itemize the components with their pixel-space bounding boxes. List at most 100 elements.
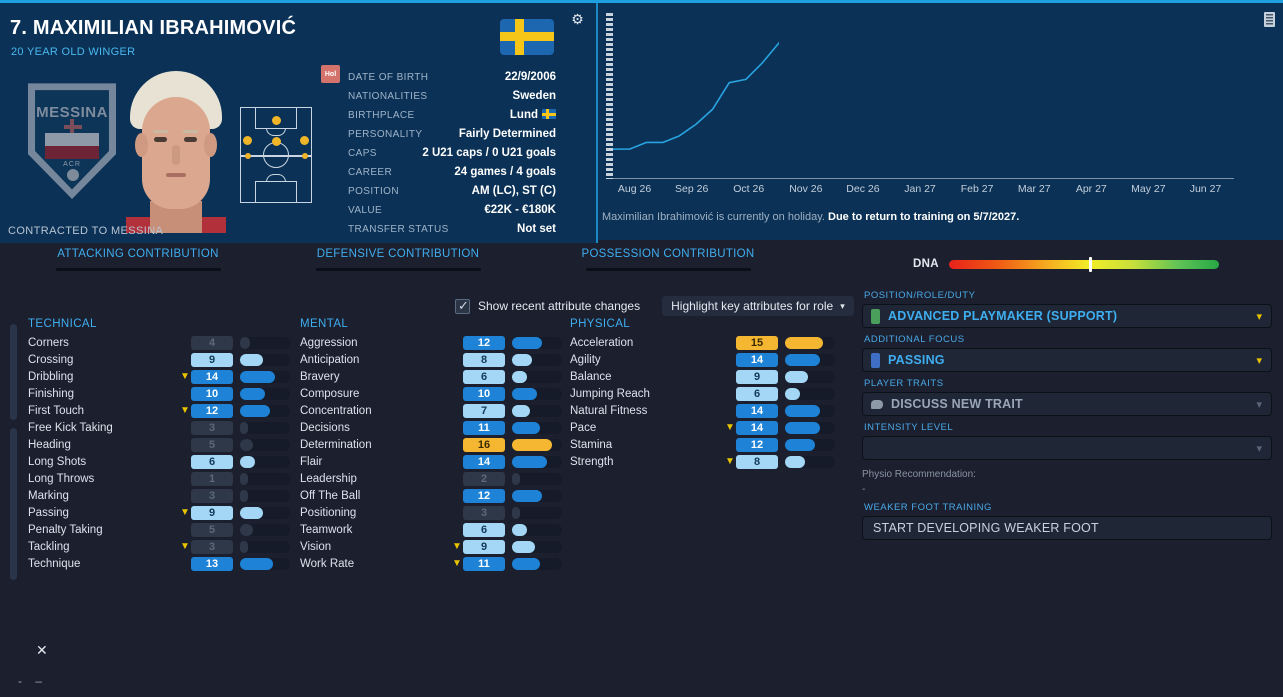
- attribute-bar-fill: [240, 336, 250, 349]
- pitch-position-am-c: [272, 137, 281, 146]
- close-icon[interactable]: ✕: [36, 642, 48, 658]
- attribute-bar-fill: [240, 421, 248, 434]
- attribute-bar-fill: [512, 370, 527, 383]
- attribute-value: 6: [463, 369, 505, 384]
- tab-defensive[interactable]: DEFENSIVE CONTRIBUTION: [300, 248, 496, 271]
- attribute-bar: [785, 438, 835, 451]
- attribute-bar-fill: [240, 540, 248, 553]
- attribute-name: Long Throws: [28, 472, 95, 485]
- tab-underline: [315, 268, 481, 271]
- tab-possession[interactable]: POSSESSION CONTRIBUTION: [570, 248, 766, 271]
- info-row: TRANSFER STATUS Not set: [348, 223, 556, 242]
- scrollbar-thumb-upper[interactable]: [10, 324, 17, 420]
- attribute-name: Technique: [28, 557, 81, 570]
- weaker-foot-training-button[interactable]: START DEVELOPING WEAKER FOOT: [862, 516, 1272, 540]
- attribute-bar: [785, 336, 835, 349]
- chart-x-tick: May 27: [1131, 183, 1166, 195]
- attribute-row: Free Kick Taking▼3: [28, 419, 290, 436]
- attribute-value: 2: [463, 471, 505, 486]
- chart-x-tick: Jan 27: [904, 183, 936, 195]
- attribute-value: 13: [191, 556, 233, 571]
- attribute-value: 14: [736, 403, 778, 418]
- attribute-row: Aggression▼12: [300, 334, 562, 351]
- show-recent-changes-checkbox[interactable]: [455, 298, 470, 314]
- tab-attacking[interactable]: ATTACKING CONTRIBUTION: [40, 248, 236, 271]
- position-pitch-diagram[interactable]: [240, 107, 312, 203]
- attribute-bar: [240, 421, 290, 434]
- list-icon[interactable]: [1264, 12, 1275, 27]
- attribute-value: 15: [736, 335, 778, 350]
- additional-focus-select[interactable]: PASSING ▾: [862, 348, 1272, 372]
- gear-icon[interactable]: ⚙: [571, 11, 584, 27]
- column-heading-technical: TECHNICAL: [28, 318, 97, 330]
- intensity-level-select[interactable]: ▾: [862, 436, 1272, 460]
- attribute-value: 3: [191, 539, 233, 554]
- attribute-value: 14: [736, 352, 778, 367]
- attribute-name: Positioning: [300, 506, 357, 519]
- attribute-name: Anticipation: [300, 353, 360, 366]
- player-photo-brow-left: [153, 130, 168, 133]
- club-crest[interactable]: MESSINA ACR: [22, 81, 122, 199]
- attribute-bar-fill: [512, 421, 540, 434]
- attribute-name: Heading: [28, 438, 71, 451]
- player-photo-eye-left: [154, 137, 167, 142]
- dna-bar[interactable]: [948, 256, 1219, 272]
- attribute-row: Technique▼13: [28, 555, 290, 572]
- attribute-name: Penalty Taking: [28, 523, 103, 536]
- attribute-value: 9: [736, 369, 778, 384]
- chart-x-tick: Sep 26: [675, 183, 709, 195]
- status-badge[interactable]: Hol: [321, 65, 340, 83]
- attribute-row: Dribbling ▼ 14: [28, 368, 290, 385]
- attribute-bar-fill: [785, 404, 820, 417]
- attribute-value: 11: [463, 420, 505, 435]
- attribute-bar-fill: [512, 523, 527, 536]
- attribute-value: 9: [191, 352, 233, 367]
- attribute-row: Agility▼14: [570, 351, 835, 368]
- attribute-value: 12: [191, 403, 233, 418]
- attribute-row: Passing ▼ 9: [28, 504, 290, 521]
- progress-chart[interactable]: Aug 26 Sep 26 Oct 26 Nov 26 Dec 26 Jan 27 Feb …: [598, 7, 1250, 219]
- attribute-bar-fill: [512, 404, 530, 417]
- attribute-value: 7: [463, 403, 505, 418]
- player-traits-select[interactable]: DISCUSS NEW TRAIT ▾: [862, 392, 1272, 416]
- highlight-role-value: Highlight key attributes for role: [671, 299, 834, 313]
- attribute-bar: [512, 421, 562, 434]
- attribute-bar-fill: [785, 370, 808, 383]
- crest-acr-label: ACR: [63, 161, 81, 169]
- attribute-bar-fill: [240, 489, 248, 502]
- highlight-role-select[interactable]: Highlight key attributes for role ▾: [662, 296, 854, 316]
- attribute-value: 1: [191, 471, 233, 486]
- attribute-bar-fill: [785, 455, 805, 468]
- attribute-row: Determination▼16: [300, 436, 562, 453]
- attribute-row: Heading▼5: [28, 436, 290, 453]
- page-title: 7. MAXIMILIAN IBRAHIMOVIĆ: [10, 17, 297, 39]
- attribute-bar: [240, 370, 290, 383]
- attribute-value: 16: [463, 437, 505, 452]
- attribute-row: Long Shots▼6: [28, 453, 290, 470]
- pitch-arc-top: [266, 127, 286, 137]
- info-row: CAPS 2 U21 caps / 0 U21 goals: [348, 147, 556, 166]
- attribute-bar: [785, 455, 835, 468]
- attribute-bar: [240, 540, 290, 553]
- attribute-name: Dribbling: [28, 370, 74, 383]
- attribute-row: Natural Fitness▼14: [570, 402, 835, 419]
- attribute-bar: [240, 353, 290, 366]
- scrollbar-thumb-lower[interactable]: [10, 428, 17, 580]
- attribute-name: Strength: [570, 455, 614, 468]
- attribute-row: Stamina▼12: [570, 436, 835, 453]
- info-value: Lund: [510, 109, 556, 121]
- attribute-name: Flair: [300, 455, 323, 468]
- position-role-duty-select[interactable]: ADVANCED PLAYMAKER (SUPPORT) ▾: [862, 304, 1272, 328]
- attribute-bar-fill: [240, 438, 253, 451]
- attribute-bar: [512, 557, 562, 570]
- player-photo-mouth: [166, 173, 186, 177]
- attribute-name: Natural Fitness: [570, 404, 648, 417]
- attributes-scrollbar[interactable]: [10, 324, 17, 580]
- info-key: DATE OF BIRTH: [348, 72, 429, 83]
- player-photo-ear-right: [204, 133, 217, 157]
- attribute-name: Balance: [570, 370, 612, 383]
- attribute-bar: [512, 472, 562, 485]
- attribute-bar-fill: [785, 353, 820, 366]
- pitch-position-am-r: [300, 136, 309, 145]
